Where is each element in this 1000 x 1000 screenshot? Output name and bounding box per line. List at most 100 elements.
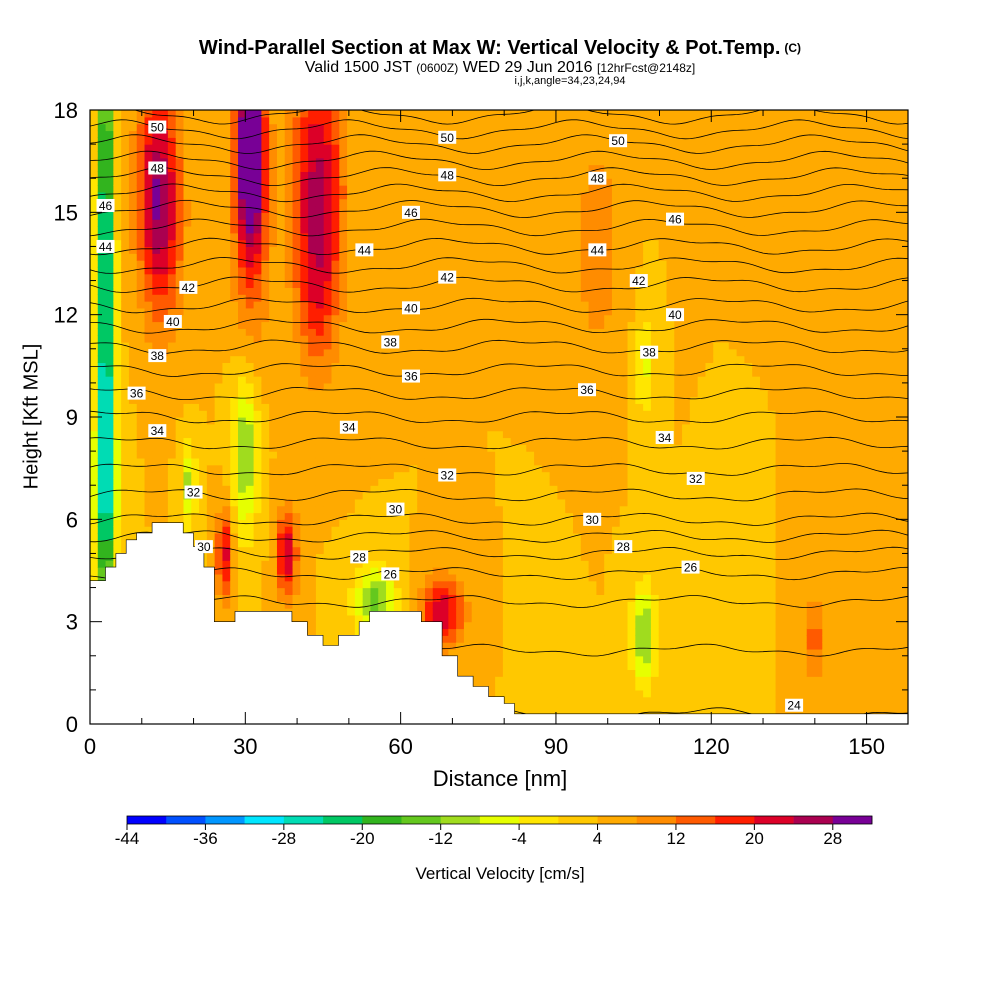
- velocity-cell: [245, 437, 255, 445]
- velocity-cell: [269, 273, 278, 282]
- velocity-cell: [479, 314, 488, 323]
- velocity-cell: [487, 280, 496, 288]
- velocity-cell: [284, 355, 294, 364]
- velocity-cell: [448, 246, 457, 254]
- velocity-cell: [471, 219, 481, 227]
- velocity-cell: [424, 532, 434, 541]
- velocity-cell: [300, 253, 309, 261]
- velocity-cell: [339, 294, 348, 302]
- velocity-cell: [292, 362, 301, 370]
- velocity-cell: [432, 457, 442, 466]
- velocity-cell: [300, 546, 309, 555]
- velocity-cell: [502, 594, 512, 602]
- velocity-cell: [144, 471, 153, 479]
- velocity-cell: [253, 307, 262, 316]
- velocity-cell: [206, 144, 216, 152]
- velocity-cell: [424, 205, 434, 213]
- velocity-cell: [269, 532, 278, 541]
- velocity-cell: [245, 560, 255, 568]
- velocity-cell: [199, 396, 208, 404]
- velocity-cell: [315, 430, 325, 439]
- velocity-cell: [167, 485, 177, 493]
- velocity-cell: [284, 492, 294, 500]
- velocity-cell: [448, 205, 457, 213]
- velocity-cell: [222, 560, 231, 568]
- velocity-cell: [253, 539, 262, 548]
- velocity-cell: [238, 307, 247, 316]
- velocity-cell: [417, 369, 426, 377]
- velocity-cell: [510, 519, 520, 527]
- velocity-cell: [292, 314, 301, 323]
- velocity-cell: [386, 171, 395, 179]
- velocity-cell: [510, 260, 520, 268]
- velocity-cell: [261, 362, 270, 370]
- velocity-cell: [495, 498, 504, 507]
- velocity-cell: [292, 614, 301, 623]
- velocity-cell: [339, 492, 348, 500]
- velocity-cell: [354, 614, 364, 623]
- velocity-cell: [308, 546, 317, 555]
- velocity-cell: [121, 157, 130, 166]
- velocity-cell: [487, 212, 496, 220]
- velocity-cell: [393, 410, 403, 418]
- velocity-cell: [463, 362, 473, 370]
- velocity-cell: [136, 260, 146, 268]
- velocity-cell: [323, 246, 333, 254]
- velocity-cell: [510, 246, 520, 254]
- velocity-cell: [152, 253, 161, 261]
- velocity-cell: [323, 485, 333, 493]
- velocity-cell: [479, 519, 488, 527]
- velocity-cell: [152, 471, 161, 479]
- velocity-cell: [378, 307, 387, 316]
- velocity-cell: [308, 628, 317, 636]
- velocity-cell: [456, 253, 465, 261]
- velocity-cell: [269, 150, 278, 159]
- velocity-cell: [331, 123, 340, 132]
- velocity-cell: [510, 676, 520, 684]
- velocity-cell: [128, 144, 138, 152]
- velocity-cell: [175, 444, 185, 452]
- velocity-cell: [393, 396, 403, 404]
- velocity-cell: [144, 301, 153, 309]
- velocity-cell: [471, 232, 481, 241]
- velocity-cell: [487, 614, 496, 623]
- velocity-cell: [386, 294, 395, 302]
- velocity-cell: [331, 430, 340, 439]
- velocity-cell: [191, 150, 200, 159]
- velocity-cell: [432, 225, 442, 234]
- velocity-cell: [456, 587, 465, 595]
- velocity-cell: [136, 335, 146, 343]
- velocity-cell: [323, 178, 333, 186]
- velocity-cell: [97, 519, 107, 527]
- velocity-cell: [409, 587, 418, 595]
- velocity-cell: [487, 225, 496, 234]
- velocity-cell: [339, 560, 348, 568]
- velocity-cell: [160, 451, 169, 459]
- velocity-cell: [284, 157, 294, 166]
- velocity-cell: [448, 498, 457, 507]
- velocity-cell: [362, 219, 372, 227]
- velocity-cell: [238, 505, 247, 514]
- velocity-cell: [510, 614, 520, 623]
- velocity-cell: [121, 335, 130, 343]
- velocity-cell: [136, 219, 146, 227]
- velocity-cell: [144, 253, 153, 261]
- velocity-cell: [409, 573, 418, 582]
- velocity-cell: [448, 594, 457, 602]
- velocity-cell: [269, 266, 278, 275]
- velocity-cell: [222, 608, 231, 616]
- velocity-cell: [417, 225, 426, 234]
- velocity-cell: [378, 396, 387, 404]
- velocity-cell: [261, 219, 270, 227]
- velocity-cell: [409, 294, 418, 302]
- velocity-cell: [424, 110, 434, 118]
- velocity-cell: [495, 608, 504, 616]
- velocity-cell: [253, 116, 262, 125]
- velocity-cell: [354, 219, 364, 227]
- velocity-cell: [409, 280, 418, 288]
- velocity-cell: [253, 328, 262, 336]
- velocity-cell: [276, 457, 286, 466]
- velocity-cell: [487, 662, 496, 671]
- velocity-cell: [432, 382, 442, 391]
- velocity-cell: [456, 348, 465, 357]
